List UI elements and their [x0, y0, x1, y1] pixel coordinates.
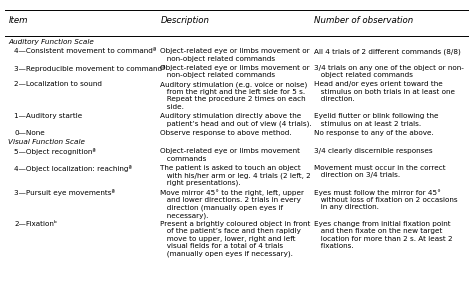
Text: 4—Object localization: reachingª: 4—Object localization: reachingª: [14, 165, 132, 172]
Text: 5—Object recognitionª: 5—Object recognitionª: [14, 148, 96, 155]
Text: Head and/or eyes orient toward the
   stimulus on both trials in at least one
  : Head and/or eyes orient toward the stimu…: [314, 82, 455, 102]
Text: 1—Auditory startle: 1—Auditory startle: [14, 113, 82, 119]
Text: Move mirror 45° to the right, left, upper
   and lower directions. 2 trials in e: Move mirror 45° to the right, left, uppe…: [160, 189, 304, 219]
Text: Observe response to above method.: Observe response to above method.: [160, 130, 292, 136]
Text: Eyes must follow the mirror for 45°
   without loss of fixation on 2 occasions
 : Eyes must follow the mirror for 45° with…: [314, 189, 457, 210]
Text: No response to any of the above.: No response to any of the above.: [314, 130, 433, 136]
Text: All 4 trials of 2 different commands (8/8): All 4 trials of 2 different commands (8/…: [314, 48, 460, 55]
Text: Object-related eye or limbs movement
   commands: Object-related eye or limbs movement com…: [160, 148, 301, 162]
Text: 3—Pursuit eye movementsª: 3—Pursuit eye movementsª: [14, 189, 115, 196]
Text: 3—Reproducible movement to commandª: 3—Reproducible movement to commandª: [14, 65, 165, 72]
Text: Present a brightly coloured object in front
   of the patient’s face and then ra: Present a brightly coloured object in fr…: [160, 221, 311, 256]
Text: Number of observation: Number of observation: [314, 16, 413, 25]
Text: Object-related eye or limbs movement or
   non-object related commands: Object-related eye or limbs movement or …: [160, 48, 310, 62]
Text: Auditory Function Scale: Auditory Function Scale: [9, 39, 94, 45]
Text: Eyes change from initial fixation point
   and then fixate on the new target
   : Eyes change from initial fixation point …: [314, 221, 452, 249]
Text: 2—Localization to sound: 2—Localization to sound: [14, 82, 102, 88]
Text: Description: Description: [160, 16, 210, 25]
Text: 0—None: 0—None: [14, 130, 45, 136]
Text: The patient is asked to touch an object
   with his/her arm or leg. 4 trials (2 : The patient is asked to touch an object …: [160, 165, 311, 186]
Text: Visual Function Scale: Visual Function Scale: [9, 139, 85, 145]
Text: 2—Fixationᵇ: 2—Fixationᵇ: [14, 221, 57, 227]
Text: 3/4 trials on any one of the object or non-
   object related commands: 3/4 trials on any one of the object or n…: [314, 65, 464, 78]
Text: Object-related eye or limbs movement or
   non-object related commands: Object-related eye or limbs movement or …: [160, 65, 310, 78]
Text: Auditory stimulation directly above the
   patient’s head and out of view (4 tri: Auditory stimulation directly above the …: [160, 113, 312, 127]
Text: Eyelid flutter or blink following the
   stimulus on at least 2 trials.: Eyelid flutter or blink following the st…: [314, 113, 438, 127]
Text: 3/4 clearly discernible responses: 3/4 clearly discernible responses: [314, 148, 432, 154]
Text: Item: Item: [9, 16, 28, 25]
Text: Movement must occur in the correct
   direction on 3/4 trials.: Movement must occur in the correct direc…: [314, 165, 445, 178]
Text: 4—Consistent movement to commandª: 4—Consistent movement to commandª: [14, 48, 156, 54]
Text: Auditory stimulation (e.g. voice or noise)
   from the right and the left side f: Auditory stimulation (e.g. voice or nois…: [160, 82, 308, 110]
